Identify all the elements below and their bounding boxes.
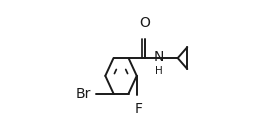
- Text: H: H: [155, 66, 163, 76]
- Text: N: N: [154, 50, 165, 64]
- Text: F: F: [135, 102, 143, 116]
- Text: Br: Br: [76, 87, 91, 101]
- Text: O: O: [139, 16, 150, 30]
